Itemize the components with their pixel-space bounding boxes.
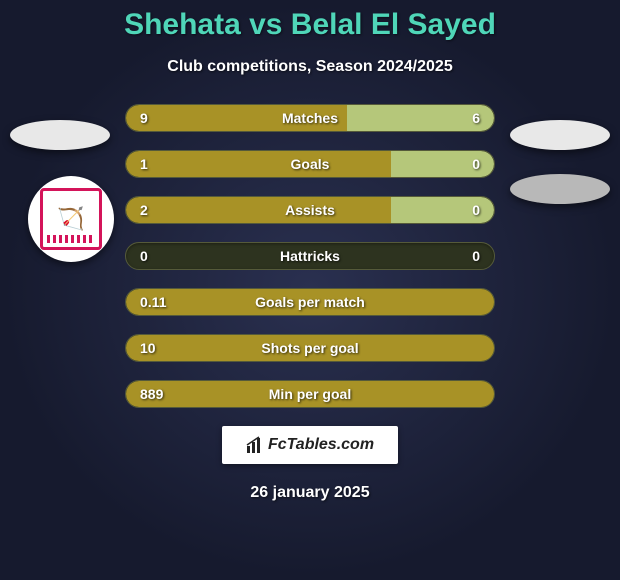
player-oval-left	[10, 120, 110, 150]
bar-label: Goals	[126, 151, 494, 177]
bar-label: Matches	[126, 105, 494, 131]
comparison-bars: 96Matches 10Goals 20Assists 00Hattricks 0.11…	[125, 104, 495, 408]
date-label: 26 january 2025	[0, 484, 620, 502]
player-oval-right	[510, 120, 610, 150]
page-title: Shehata vs Belal El Sayed	[0, 0, 620, 42]
stat-bar: 10Shots per goal	[125, 334, 495, 362]
fctables-logo[interactable]: FcTables.com	[222, 426, 398, 464]
archer-icon: 🏹	[57, 206, 84, 232]
stat-bar: 0.11Goals per match	[125, 288, 495, 316]
stat-bar: 10Goals	[125, 150, 495, 178]
bar-label: Goals per match	[126, 289, 494, 315]
stat-bar: 96Matches	[125, 104, 495, 132]
bar-label: Assists	[126, 197, 494, 223]
fctables-label: FcTables.com	[268, 436, 374, 454]
stat-bar: 00Hattricks	[125, 242, 495, 270]
player-oval-right-2	[510, 174, 610, 204]
club-badge: 🏹	[28, 176, 114, 262]
bar-label: Hattricks	[126, 243, 494, 269]
bar-label: Min per goal	[126, 381, 494, 407]
chart-icon	[246, 436, 264, 454]
club-badge-inner: 🏹	[40, 188, 102, 250]
badge-stripes	[47, 235, 95, 243]
subtitle: Club competitions, Season 2024/2025	[0, 58, 620, 76]
bar-label: Shots per goal	[126, 335, 494, 361]
stat-bar: 889Min per goal	[125, 380, 495, 408]
stat-bar: 20Assists	[125, 196, 495, 224]
